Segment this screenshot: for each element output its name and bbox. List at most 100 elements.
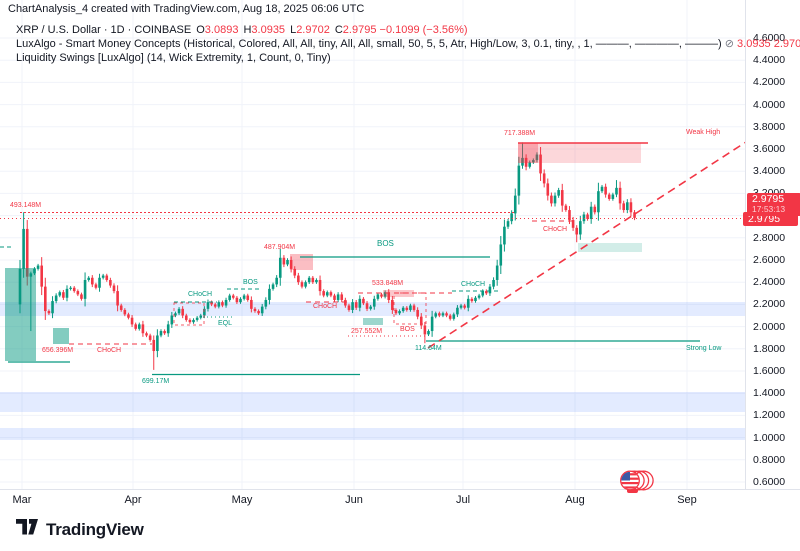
price-tick-label: 1.6000 [753,365,786,377]
month-tick-label: Mar [12,494,32,506]
smc-indicator-name: LuxAlgo - Smart Money Concepts (Historic… [16,38,722,50]
candle-down [593,206,597,213]
band-2.25 [0,302,745,316]
tradingview-logo-icon[interactable] [16,519,38,540]
zone-supply-jul [518,143,641,163]
zone-ob-may [290,254,313,270]
candle-up [452,314,456,319]
candle-up [195,317,199,320]
candle-up [315,279,318,283]
symbol-legend[interactable]: XRP / U.S. Dollar · 1D · COINBASE O3.0893… [16,24,800,36]
candle-down [405,307,409,310]
candle-up [192,319,195,323]
price-tick-label: 2.6000 [753,254,786,266]
candle-down [550,195,553,204]
candle-down [560,190,564,206]
candle-up [36,265,40,269]
price-tick-label: 2.2000 [753,298,786,311]
price-tick-label: 4.4000 [753,54,786,67]
price-tick-label: 4.2000 [753,76,786,89]
candle-up [401,307,405,312]
price-tick-label: 1.0000 [753,431,786,444]
candle-up [242,295,246,299]
candle-down [141,324,145,334]
label-choch-apr: CHoCH [188,291,212,298]
candle-up [286,260,289,265]
candle-down [387,292,391,300]
candle-up [174,313,177,316]
label-choch-jul: CHoCH [461,281,485,288]
candle-up [430,316,434,332]
indicator-legend-liquidity[interactable]: Liquidity Swings [LuxAlgo] (14, Wick Ext… [16,52,800,64]
price-scale[interactable]: 2.9795 17:53:13 2.9795 4.6000 4.4000 4.200… [743,0,800,489]
price-tick-label: 1.2000 [753,409,786,422]
ohlc-value: 3.0893 [204,24,239,36]
indicator-legend-smc[interactable]: LuxAlgo - Smart Money Concepts (Historic… [16,38,800,50]
candle-down [448,315,452,319]
zone-demand-aug [578,243,642,252]
candle-up [170,315,174,325]
us-flag-events-icon[interactable] [620,470,654,491]
candle-up [101,275,105,278]
candle-up [459,305,463,308]
candle-down [391,299,394,310]
candle-down [329,292,333,296]
candle-up [376,294,380,299]
candle-down [91,277,94,285]
candle-up [264,299,268,307]
candle-up [528,162,532,167]
chart-canvas[interactable]: 493.148M 656.396M CHoCH 699.17M CHoCH EQL BOS 4… [0,0,745,489]
price-tick-label: 0.8000 [753,453,786,466]
candle-down [318,279,322,292]
ohlc-key: O [196,24,205,36]
candle-up [535,154,539,161]
candle-down [524,157,528,167]
label-vol-487: 487.904M [264,244,295,251]
price-tick-label: 4.0000 [753,98,786,111]
label-vol-533: 533.848M [372,280,403,287]
time-scale[interactable]: Mar Apr May Jun Jul Aug Sep [0,489,800,511]
price-tick-label: 3.4000 [753,165,786,178]
candle-down [347,305,351,310]
candle-down [25,228,29,277]
symbol-title: XRP / U.S. Dollar · 1D · COINBASE [16,24,192,36]
candle-down [546,183,550,196]
ohlc-key: C [334,24,343,36]
candle-down [485,291,488,294]
candle-down [571,220,575,228]
candle-up [304,282,307,287]
candle-down [604,186,607,195]
candle-down [127,314,130,318]
candle-up [199,315,203,318]
candle-up [481,291,485,296]
zone-ob-mar [53,328,69,344]
candle-down [365,303,369,309]
candle-down [116,291,119,306]
candle-up [466,298,470,308]
candle-down [344,299,347,306]
candle-down [40,265,43,287]
candle-down [362,298,365,304]
price-tick-label: 2.4000 [753,276,786,289]
candle-up [206,302,210,309]
price-tick-label: 1.4000 [753,387,786,400]
candle-up [336,294,340,300]
candle-down [438,313,441,316]
candle-down [235,297,239,303]
tradingview-logo-text[interactable]: TradingView [46,519,144,539]
candle-down [221,302,224,306]
candle-up [597,191,600,213]
candle-up [582,214,586,222]
candle-down [250,299,253,309]
box-structure-apr [173,302,205,326]
candle-up [434,313,438,317]
candle-down [300,282,304,287]
candle-down [618,187,622,204]
candle-down [629,202,633,213]
candle-up [513,195,517,214]
price-tick-label: 1.8000 [753,342,786,355]
price-tick-label: 3.6000 [753,143,786,155]
candle-up [228,295,231,300]
label-bos-jun: BOS [400,326,415,333]
candle-up [51,301,54,314]
